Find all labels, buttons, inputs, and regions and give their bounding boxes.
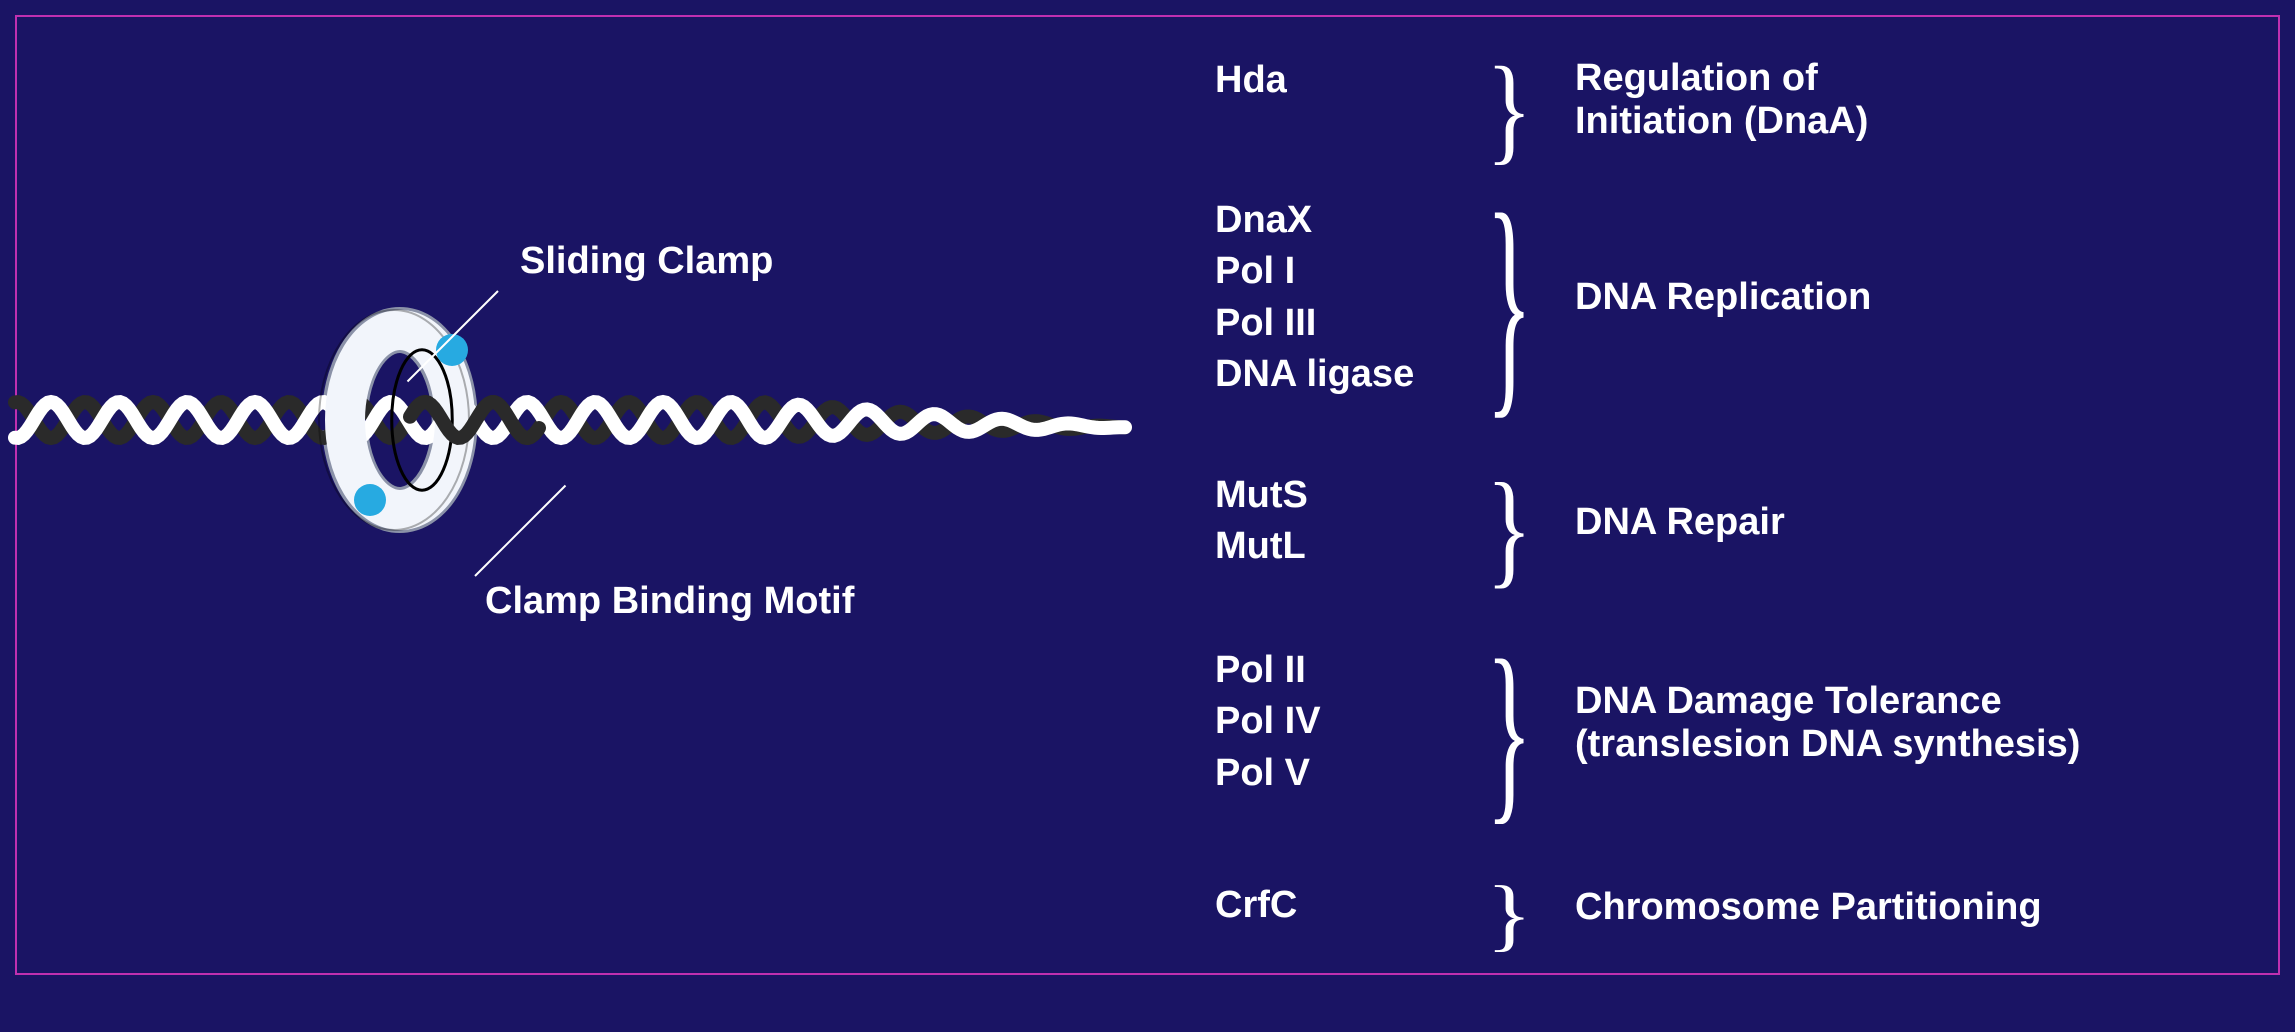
brace-icon: } xyxy=(1486,619,1532,847)
protein-group-4: CrfC xyxy=(1215,880,1297,931)
label-clamp-binding-motif: Clamp Binding Motif xyxy=(485,580,854,623)
function-label-4: Chromosome Partitioning xyxy=(1575,886,2042,929)
protein-item: Pol III xyxy=(1215,298,1414,349)
protein-item: DnaX xyxy=(1215,195,1414,246)
protein-item: Hda xyxy=(1215,55,1287,106)
dna-clamp-illustration xyxy=(0,280,1150,580)
protein-item: Pol V xyxy=(1215,748,1321,799)
protein-item: Pol IV xyxy=(1215,696,1321,747)
brace-icon: } xyxy=(1486,164,1532,446)
protein-group-1: DnaXPol IPol IIIDNA ligase xyxy=(1215,195,1414,400)
function-label-0: Regulation of Initiation (DnaA) xyxy=(1575,57,1868,143)
protein-item: MutL xyxy=(1215,521,1308,572)
protein-group-3: Pol IIPol IVPol V xyxy=(1215,645,1321,799)
protein-item: DNA ligase xyxy=(1215,349,1414,400)
protein-item: MutS xyxy=(1215,470,1308,521)
protein-item: Pol II xyxy=(1215,645,1321,696)
function-label-1: DNA Replication xyxy=(1575,276,1871,319)
brace-icon: } xyxy=(1486,870,1532,961)
brace-icon: } xyxy=(1486,458,1532,604)
function-label-3: DNA Damage Tolerance (translesion DNA sy… xyxy=(1575,680,2080,766)
protein-group-0: Hda xyxy=(1215,55,1287,106)
protein-item: CrfC xyxy=(1215,880,1297,931)
protein-item: Pol I xyxy=(1215,246,1414,297)
label-sliding-clamp: Sliding Clamp xyxy=(520,240,773,283)
function-label-2: DNA Repair xyxy=(1575,501,1785,544)
brace-icon: } xyxy=(1486,42,1532,179)
protein-group-2: MutSMutL xyxy=(1215,470,1308,573)
